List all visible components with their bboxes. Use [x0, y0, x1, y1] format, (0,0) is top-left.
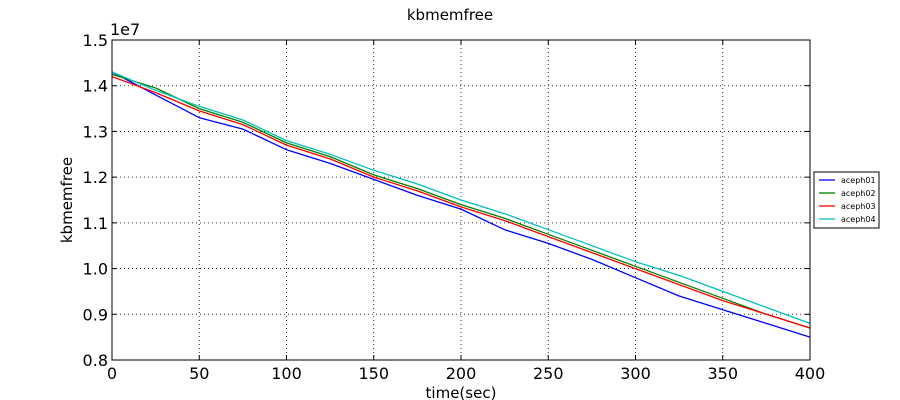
- series-line-aceph01: [111, 71, 811, 338]
- x-tick-label: 300: [620, 364, 651, 383]
- y-tick-label: 1.0: [83, 260, 108, 279]
- x-axis-label: time(sec): [426, 384, 497, 400]
- x-tick-label: 50: [189, 364, 209, 383]
- x-tick-label: 250: [533, 364, 564, 383]
- y-axis-label: kbmemfree: [58, 157, 76, 243]
- x-tick-label: 0: [107, 364, 117, 383]
- x-tick-label: 100: [271, 364, 302, 383]
- legend-items: aceph01 aceph02 aceph03 aceph04: [819, 176, 876, 224]
- y-tick-label: 0.9: [83, 305, 108, 324]
- ticks: [111, 39, 811, 361]
- legend-label-aceph03: aceph03: [841, 202, 876, 211]
- legend-label-aceph02: aceph02: [841, 189, 876, 198]
- y-tick-label: 1.3: [83, 122, 108, 141]
- series-line-aceph02: [111, 73, 811, 329]
- chart-title: kbmemfree: [407, 6, 493, 24]
- legend: aceph01 aceph02 aceph03 aceph04: [813, 171, 880, 229]
- y-tick-label: 1.2: [83, 168, 108, 187]
- y-tick-label: 1.4: [83, 77, 108, 96]
- legend-label-aceph01: aceph01: [841, 176, 876, 185]
- series-layer: [111, 71, 811, 338]
- series-line-aceph04: [111, 71, 811, 325]
- series-line-aceph03: [111, 75, 811, 329]
- y-tick-label: 1.1: [83, 214, 108, 233]
- legend-label-aceph04: aceph04: [841, 215, 876, 224]
- x-tick-label: 400: [795, 364, 826, 383]
- tick-labels: 0 50 100 150 200 250 300 350 400 0.8 0.9 1.0 1.1 1.2 1…: [83, 31, 826, 383]
- x-tick-label: 150: [358, 364, 389, 383]
- y-offset-label: 1e7: [110, 20, 140, 39]
- x-tick-label: 200: [446, 364, 477, 383]
- y-tick-label: 1.5: [83, 31, 108, 50]
- y-tick-label: 0.8: [83, 351, 108, 370]
- x-tick-label: 350: [707, 364, 738, 383]
